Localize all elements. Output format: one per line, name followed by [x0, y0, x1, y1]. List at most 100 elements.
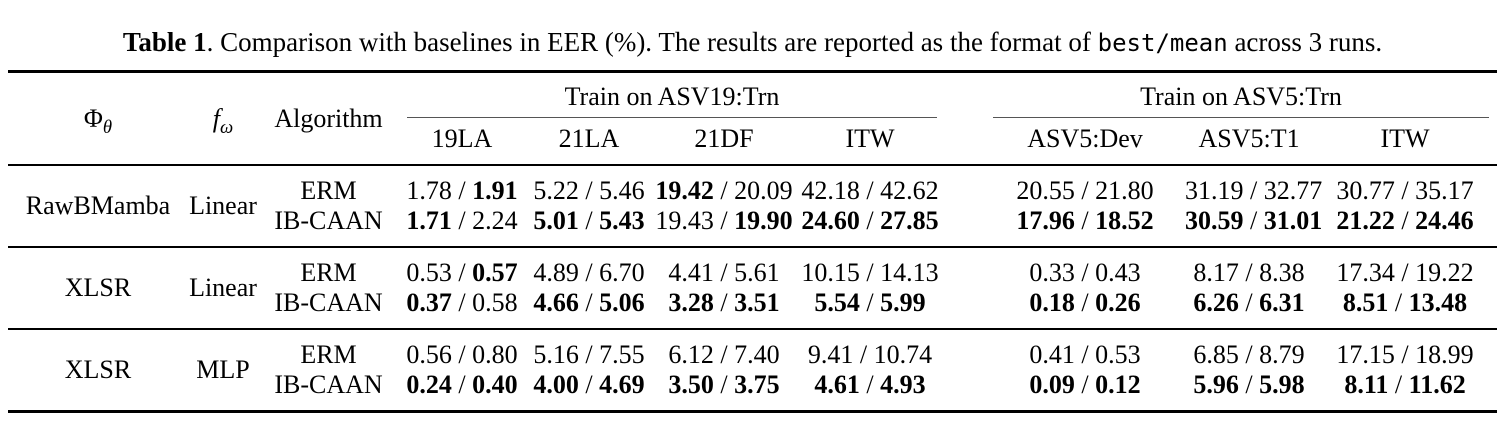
model-name: XLSR [64, 273, 132, 302]
data-row: XLSR Linear ERM 0.53 / 0.57 4.89 / 6.70 4.41 … [8, 247, 1497, 302]
asv5-span-rule: Train on ASV5:Trn [993, 73, 1490, 118]
eer-value-cell: 17.34 / 19.22 [1313, 247, 1497, 288]
column-header-itw-asv19: ITW [845, 124, 895, 153]
value-separator: / [578, 176, 600, 205]
eer-mean: 13.48 [1408, 288, 1468, 317]
eer-mean: 31.01 [1263, 206, 1323, 235]
eer-best: 9.41 [807, 340, 854, 369]
eer-best: 20.55 [1016, 176, 1075, 205]
eer-value-cell: 4.00 / 4.69 [525, 370, 653, 412]
eer-value-cell: 3.28 / 3.51 [653, 288, 795, 329]
value-separator: / [853, 340, 874, 369]
value-separator: / [1074, 370, 1096, 399]
eer-value-cell: 6.12 / 7.40 [653, 329, 795, 370]
eer-value-cell: 8.17 / 8.38 [1185, 247, 1313, 288]
algorithm-name: IB-CAAN [274, 288, 383, 317]
value-separator: / [578, 340, 600, 369]
header-row-testsets: 19LA 21LA 21DF ITW ASV5:Dev ASV5:T1 ITW [8, 118, 1497, 165]
eer-mean: 32.77 [1263, 176, 1323, 205]
eer-best: 0.33 [1029, 258, 1075, 287]
eer-mean: 0.40 [472, 370, 518, 399]
value-separator: / [1238, 258, 1260, 287]
eer-mean: 27.85 [880, 206, 939, 235]
eer-value-cell: 4.66 / 5.06 [525, 288, 653, 329]
value-separator: / [1074, 288, 1096, 317]
eer-best: 8.11 [1344, 370, 1389, 399]
eer-mean: 4.69 [599, 370, 645, 399]
eer-mean: 5.99 [880, 288, 926, 317]
eer-mean: 2.24 [472, 206, 518, 235]
eer-value-cell: 21.22 / 24.46 [1313, 206, 1497, 247]
eer-best: 24.60 [801, 206, 860, 235]
eer-mean: 7.55 [599, 340, 645, 369]
model-name: RawBMamba [25, 191, 171, 220]
eer-mean: 8.79 [1259, 340, 1305, 369]
header-row-groups: Φθ fω Algorithm Train on ASV19:Trn Train… [8, 72, 1497, 137]
column-header-classifier: fω [188, 72, 258, 166]
eer-mean: 0.58 [472, 288, 518, 317]
eer-value-cell: 5.96 / 5.98 [1185, 370, 1313, 412]
eer-value-cell: 42.18 / 42.62 [795, 165, 945, 206]
group-gap [945, 206, 985, 247]
value-separator: / [451, 206, 473, 235]
value-separator: / [713, 288, 735, 317]
value-separator: / [859, 206, 881, 235]
eer-mean: 10.74 [873, 340, 933, 369]
eer-value-cell: 4.61 / 4.93 [795, 370, 945, 412]
eer-mean: 21.80 [1095, 176, 1154, 205]
value-separator: / [451, 288, 473, 317]
eer-value-cell: 9.41 / 10.74 [795, 329, 945, 370]
value-separator: / [1394, 206, 1416, 235]
eer-mean: 6.31 [1259, 288, 1305, 317]
column-header-21df: 21DF [694, 124, 754, 153]
eer-mean: 35.17 [1415, 176, 1474, 205]
value-separator: / [713, 206, 735, 235]
eer-best: 5.16 [533, 340, 579, 369]
eer-mean: 0.57 [472, 258, 518, 287]
data-row: IB-CAAN 1.71 / 2.24 5.01 / 5.43 19.43 / 19.… [8, 206, 1497, 247]
eer-mean: 18.99 [1415, 340, 1474, 369]
eer-best: 4.66 [533, 288, 579, 317]
eer-best: 4.89 [533, 258, 579, 287]
column-header-itw-asv5: ITW [1380, 124, 1430, 153]
eer-value-cell: 8.11 / 11.62 [1313, 370, 1497, 412]
eer-mean: 11.62 [1408, 370, 1466, 399]
eer-best: 42.18 [801, 176, 860, 205]
eer-best: 19.43 [655, 206, 714, 235]
value-separator: / [713, 258, 735, 287]
model-group: RawBMamba Linear ERM 1.78 / 1.91 5.22 / 5.46… [8, 165, 1498, 247]
value-separator: / [1388, 370, 1409, 399]
eer-value-cell: 24.60 / 27.85 [795, 206, 945, 247]
eer-best: 10.15 [801, 258, 860, 287]
eer-best: 8.17 [1193, 258, 1239, 287]
eer-best: 0.53 [406, 258, 452, 287]
eer-value-cell: 31.19 / 32.77 [1185, 165, 1322, 206]
eer-best: 5.54 [814, 288, 860, 317]
value-separator: / [1394, 340, 1416, 369]
value-separator: / [713, 340, 735, 369]
eer-best: 17.34 [1336, 258, 1395, 287]
value-separator: / [1388, 288, 1409, 317]
asv5-span-label: Train on ASV5:Trn [1140, 82, 1342, 111]
eer-best: 0.56 [406, 340, 452, 369]
column-header-algorithm: Algorithm [274, 103, 383, 133]
eer-mean: 5.98 [1259, 370, 1305, 399]
value-separator: / [578, 288, 600, 317]
eer-best: 6.12 [668, 340, 714, 369]
table-header: Φθ fω Algorithm Train on ASV19:Trn Train… [8, 72, 1498, 165]
value-separator: / [451, 370, 473, 399]
algorithm-name: IB-CAAN [274, 206, 383, 235]
value-separator: / [451, 340, 473, 369]
eer-mean: 0.43 [1095, 258, 1141, 287]
algorithm-name: ERM [300, 340, 357, 369]
eer-best: 4.00 [533, 370, 579, 399]
value-separator: / [578, 370, 600, 399]
eer-best: 0.18 [1029, 288, 1075, 317]
data-row: RawBMamba Linear ERM 1.78 / 1.91 5.22 / 5.46… [8, 165, 1497, 220]
f-subscript: ω [220, 116, 234, 138]
model-name: XLSR [64, 355, 132, 384]
eer-best: 30.77 [1336, 176, 1395, 205]
eer-value-cell: 0.41 / 0.53 [985, 329, 1185, 370]
eer-best: 8.51 [1342, 288, 1389, 317]
phi-symbol: Φ [83, 103, 103, 133]
